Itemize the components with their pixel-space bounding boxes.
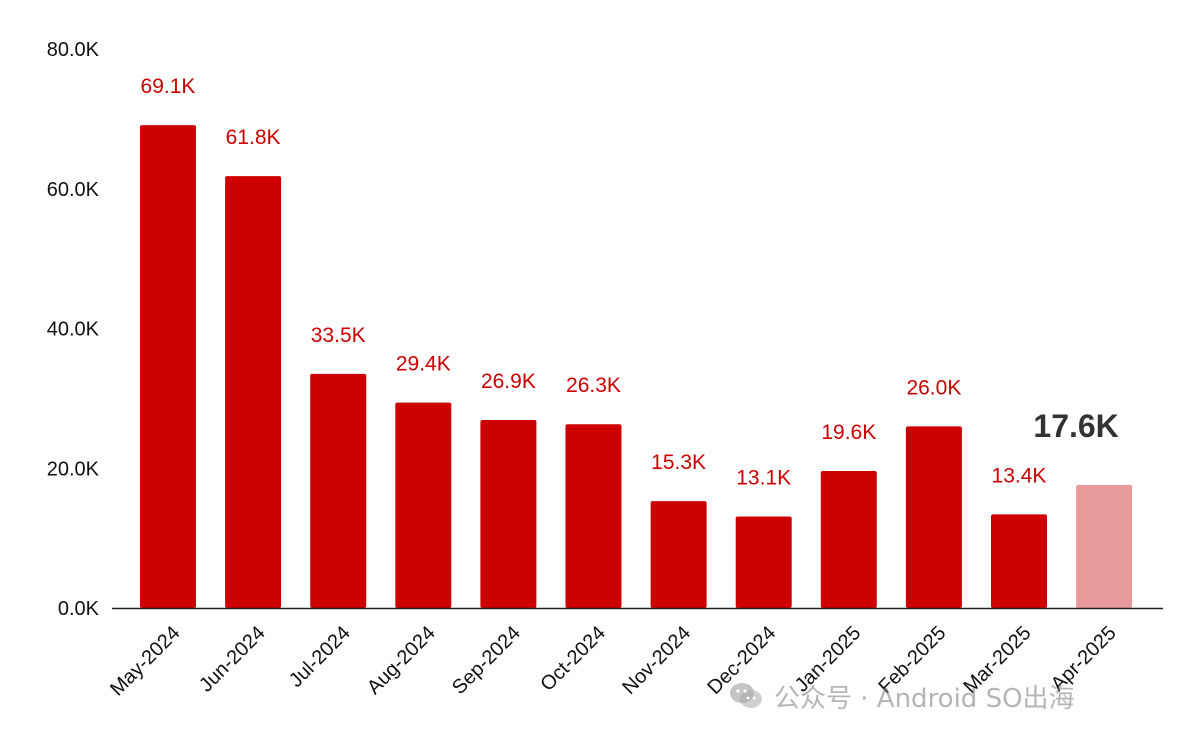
x-tick-label: Sep-2024 [448, 622, 525, 699]
value-label: 13.4K [992, 464, 1047, 487]
value-label: 17.6K [1033, 408, 1118, 444]
value-labels: 69.1K 61.8K 33.5K 29.4K 26.9K 26.3K 15.3K 13.1K… [141, 75, 1119, 489]
x-tick-label: Jul-2024 [285, 622, 355, 692]
bar-may-2024 [140, 125, 196, 608]
x-tick-label: Aug-2024 [363, 622, 440, 699]
watermark: 公众号 · Android SO出海 [728, 676, 1075, 716]
y-tick-label: 60.0K [47, 179, 100, 201]
bar-jan-2025 [820, 471, 877, 608]
bar-nov-2024 [650, 501, 707, 608]
value-label: 26.0K [906, 376, 961, 399]
bars [140, 125, 1133, 609]
bar-oct-2024 [565, 424, 622, 608]
value-label: 13.1K [736, 466, 791, 489]
bar-jul-2024 [310, 373, 367, 608]
value-label: 19.6K [821, 421, 876, 444]
y-tick-label: 0.0K [58, 598, 100, 620]
value-label: 15.3K [651, 451, 706, 474]
value-label: 29.4K [396, 353, 451, 376]
x-tick-label: Jun-2024 [195, 622, 270, 697]
bar-jun-2024 [225, 176, 282, 609]
wechat-icon [730, 683, 762, 708]
value-label: 26.3K [566, 374, 621, 397]
bar-dec-2024 [735, 516, 792, 608]
bar-sep-2024 [480, 420, 537, 608]
value-label: 33.5K [311, 324, 366, 347]
y-tick-label: 20.0K [47, 458, 100, 480]
x-tick-label: Nov-2024 [618, 622, 695, 699]
x-tick-label: May-2024 [106, 622, 184, 700]
value-label: 61.8K [226, 126, 281, 149]
y-axis-ticks: 0.0K 20.0K 40.0K 60.0K 80.0K [47, 39, 100, 620]
bar-apr-2025 [1076, 485, 1133, 608]
bar-feb-2025 [905, 426, 962, 608]
y-tick-label: 40.0K [47, 319, 100, 341]
value-label: 69.1K [141, 75, 196, 98]
watermark-text: 公众号 · Android SO出海 [774, 683, 1075, 714]
bar-mar-2025 [991, 514, 1047, 608]
x-tick-label: Oct-2024 [536, 622, 610, 696]
y-tick-label: 80.0K [47, 39, 100, 61]
value-label: 26.9K [481, 370, 536, 393]
bar-aug-2024 [395, 402, 452, 608]
